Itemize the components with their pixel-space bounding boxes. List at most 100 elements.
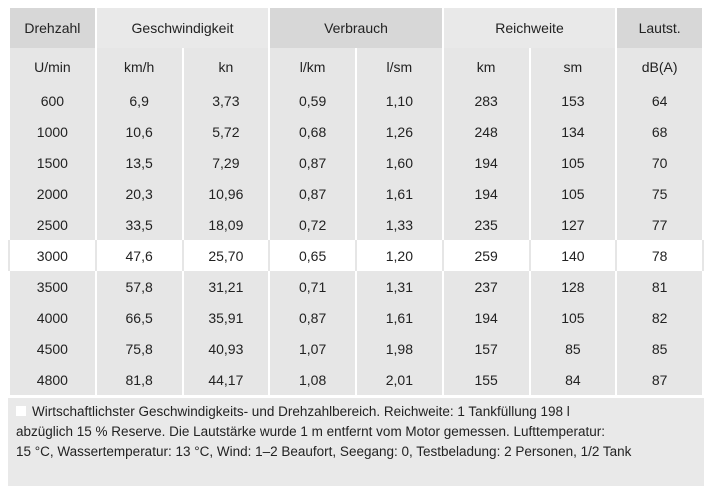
data-cell: 1000	[8, 116, 97, 147]
group-header: Lautst.	[615, 8, 704, 48]
data-row: 4500 75,8 40,93 1,07 1,98 157 85 85	[8, 333, 704, 364]
data-cell: 70	[615, 147, 704, 178]
data-cell: 105	[528, 302, 618, 333]
table-wrap: Drehzahl Geschwindigkeit Verbrauch Reichwei…	[8, 8, 704, 395]
data-cell: 248	[441, 116, 531, 147]
data-cell: 2,01	[355, 364, 444, 395]
unit-cell: l/sm	[355, 48, 444, 85]
data-cell: 194	[441, 147, 531, 178]
data-cell: 105	[528, 147, 618, 178]
footnote: Wirtschaftlichster Geschwindigkeits- und…	[8, 398, 704, 486]
data-cell: 127	[528, 209, 618, 240]
group-header: Geschwindigkeit	[94, 8, 271, 48]
data-cell: 57,8	[94, 271, 184, 302]
data-cell: 87	[615, 364, 704, 395]
data-cell: 81	[615, 271, 704, 302]
group-header: Verbrauch	[268, 8, 444, 48]
data-cell: 85	[528, 333, 618, 364]
data-cell: 259	[441, 240, 531, 271]
data-cell: 194	[441, 178, 531, 209]
data-cell: 4800	[8, 364, 97, 395]
data-cell: 35,91	[181, 302, 271, 333]
data-cell: 0,68	[268, 116, 357, 147]
data-cell: 237	[441, 271, 531, 302]
data-cell: 1,07	[268, 333, 357, 364]
data-cell: 1,08	[268, 364, 357, 395]
data-cell: 2500	[8, 209, 97, 240]
unit-cell: dB(A)	[615, 48, 704, 85]
unit-cell: km	[441, 48, 531, 85]
data-cell: 134	[528, 116, 618, 147]
data-cell: 82	[615, 302, 704, 333]
data-cell: 0,87	[268, 178, 357, 209]
data-cell: 3,73	[181, 85, 271, 116]
unit-cell: sm	[528, 48, 618, 85]
data-cell: 157	[441, 333, 531, 364]
data-row: 2000 20,3 10,96 0,87 1,61 194 105 75	[8, 178, 704, 209]
data-cell: 1,26	[355, 116, 444, 147]
data-cell: 1,10	[355, 85, 444, 116]
data-cell: 1,20	[355, 240, 444, 271]
data-cell: 64	[615, 85, 704, 116]
data-cell: 153	[528, 85, 618, 116]
data-cell: 18,09	[181, 209, 271, 240]
data-cell: 7,29	[181, 147, 271, 178]
data-cell: 1500	[8, 147, 97, 178]
data-cell: 75	[615, 178, 704, 209]
data-cell: 0,87	[268, 302, 357, 333]
data-cell: 283	[441, 85, 531, 116]
data-cell: 13,5	[94, 147, 184, 178]
data-cell: 75,8	[94, 333, 184, 364]
data-cell: 1,31	[355, 271, 444, 302]
footnote-line: abzüglich 15 % Reserve. Die Lautstärke w…	[16, 422, 696, 442]
data-cell: 31,21	[181, 271, 271, 302]
data-row: 3500 57,8 31,21 0,71 1,31 237 128 81	[8, 271, 704, 302]
footnote-line: Wirtschaftlichster Geschwindigkeits- und…	[16, 402, 696, 422]
data-cell: 77	[615, 209, 704, 240]
data-cell: 1,60	[355, 147, 444, 178]
data-cell: 44,17	[181, 364, 271, 395]
footnote-line: 15 °C, Wassertemperatur: 13 °C, Wind: 1–…	[16, 442, 696, 462]
group-header: Reichweite	[441, 8, 618, 48]
data-cell: 235	[441, 209, 531, 240]
data-cell: 47,6	[94, 240, 184, 271]
data-cell: 1,61	[355, 302, 444, 333]
data-cell: 25,70	[181, 240, 271, 271]
unit-cell: U/min	[8, 48, 97, 85]
data-cell: 66,5	[94, 302, 184, 333]
data-cell: 33,5	[94, 209, 184, 240]
data-cell: 128	[528, 271, 618, 302]
legend-square	[16, 406, 26, 416]
data-cell: 0,59	[268, 85, 357, 116]
data-row: 3000 47,6 25,70 0,65 1,20 259 140 78	[8, 240, 704, 271]
data-cell: 0,71	[268, 271, 357, 302]
footnote-text: Wirtschaftlichster Geschwindigkeits- und…	[32, 404, 570, 419]
data-row: 4000 66,5 35,91 0,87 1,61 194 105 82	[8, 302, 704, 333]
footnote-text: 15 °C, Wassertemperatur: 13 °C, Wind: 1–…	[16, 444, 632, 459]
data-cell: 140	[528, 240, 618, 271]
data-cell: 155	[441, 364, 531, 395]
data-cell: 194	[441, 302, 531, 333]
data-cell: 81,8	[94, 364, 184, 395]
units-row: U/min km/h kn l/km l/sm km sm dB(A)	[8, 48, 704, 85]
data-cell: 1,33	[355, 209, 444, 240]
data-cell: 20,3	[94, 178, 184, 209]
data-cell: 10,96	[181, 178, 271, 209]
unit-cell: kn	[181, 48, 271, 85]
data-cell: 3500	[8, 271, 97, 302]
unit-cell: l/km	[268, 48, 357, 85]
data-cell: 68	[615, 116, 704, 147]
data-cell: 0,87	[268, 147, 357, 178]
data-cell: 84	[528, 364, 618, 395]
data-table: Drehzahl Geschwindigkeit Verbrauch Reichwei…	[8, 8, 704, 395]
data-cell: 1,61	[355, 178, 444, 209]
data-cell: 1,98	[355, 333, 444, 364]
data-cell: 5,72	[181, 116, 271, 147]
data-cell: 4000	[8, 302, 97, 333]
data-row: 2500 33,5 18,09 0,72 1,33 235 127 77	[8, 209, 704, 240]
data-row: 4800 81,8 44,17 1,08 2,01 155 84 87	[8, 364, 704, 395]
data-cell: 0,65	[268, 240, 357, 271]
data-cell: 105	[528, 178, 618, 209]
data-cell: 6,9	[94, 85, 184, 116]
